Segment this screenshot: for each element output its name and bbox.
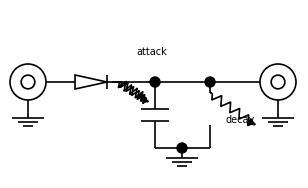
Circle shape (150, 77, 160, 87)
Circle shape (205, 77, 215, 87)
Text: decay: decay (225, 115, 254, 125)
Polygon shape (141, 96, 148, 102)
Text: attack: attack (137, 47, 167, 57)
Polygon shape (139, 93, 146, 99)
Polygon shape (248, 119, 255, 125)
Circle shape (177, 143, 187, 153)
